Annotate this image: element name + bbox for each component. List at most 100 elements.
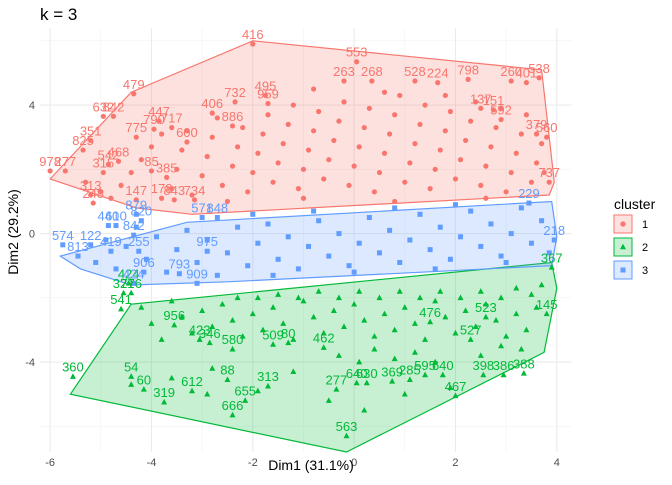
cluster-2-point — [401, 390, 408, 397]
cluster-1-point — [179, 147, 185, 153]
point-label: 424 — [118, 266, 140, 281]
cluster-2-point — [363, 379, 370, 386]
cluster-3-point — [224, 250, 230, 256]
cluster-3-point — [275, 256, 281, 262]
cluster-2-point — [285, 339, 292, 346]
point-label: 423 — [189, 323, 211, 338]
point-label: 229 — [518, 186, 540, 201]
cluster-1-point — [503, 189, 509, 195]
cluster-1-point — [498, 116, 504, 123]
point-label: 398 — [472, 358, 494, 373]
cluster-1-point — [159, 195, 165, 201]
cluster-3-point — [311, 208, 317, 214]
cluster-2-point — [482, 313, 489, 320]
point-label: 479 — [123, 77, 145, 92]
cluster-2-point — [411, 320, 418, 326]
cluster-1-point — [518, 131, 524, 137]
cluster-1-point — [191, 197, 198, 203]
cluster-2-hull — [69, 261, 558, 453]
x-tick-label: -6 — [45, 457, 55, 469]
cluster-2-point — [310, 313, 317, 320]
cluster-2-point — [523, 326, 530, 333]
point-label: 419 — [100, 234, 122, 249]
cluster-3-point — [214, 272, 220, 278]
y-tick-label: 0 — [29, 229, 35, 241]
point-label: 54 — [124, 360, 138, 375]
point-label: 734 — [184, 183, 206, 198]
cluster-1-point — [164, 174, 170, 180]
cluster-1-point — [381, 89, 388, 95]
cluster-2-point — [411, 349, 418, 355]
cluster-3-point — [316, 218, 322, 224]
point-label: 571 — [191, 201, 213, 216]
cluster-2-point — [391, 326, 398, 333]
cluster-1-point — [83, 179, 89, 185]
cluster-2-point — [209, 365, 216, 371]
cluster-2-point — [533, 304, 540, 310]
point-label: 268 — [361, 64, 383, 79]
point-label: 842 — [123, 218, 145, 233]
point-label: 277 — [326, 372, 348, 387]
cluster-2-point — [265, 382, 271, 389]
cluster-1-point — [250, 169, 256, 176]
cluster-2-point — [138, 304, 145, 310]
cluster-3-point — [194, 259, 200, 265]
cluster-2-point — [389, 378, 396, 384]
cluster-1-point — [498, 105, 504, 111]
cluster-1-point — [351, 163, 357, 169]
cluster-3-point — [351, 269, 357, 275]
point-label: 509 — [262, 327, 284, 342]
legend-label-1: 1 — [642, 219, 648, 231]
cluster-2-point — [417, 294, 423, 301]
cluster-2-point — [69, 373, 76, 379]
cluster-3-point — [336, 231, 342, 237]
cluster-2-point — [320, 344, 327, 350]
cluster-2-point — [161, 398, 168, 405]
cluster-2-point — [432, 297, 439, 304]
cluster-3-point — [131, 280, 137, 286]
cluster-2-point — [422, 336, 429, 342]
cluster-1-point — [371, 189, 377, 195]
cluster-3-point — [526, 200, 532, 206]
cluster-2-point — [295, 294, 302, 301]
point-label: 632 — [92, 99, 114, 114]
point-label: 319 — [153, 385, 175, 400]
point-label: 842 — [103, 99, 125, 114]
cluster-1-point — [204, 153, 210, 160]
cluster-1-point — [407, 160, 413, 166]
cluster-1-point — [541, 169, 547, 176]
cluster-2-point — [335, 352, 342, 358]
cluster-1-point — [513, 150, 519, 156]
cluster-1-point — [346, 182, 352, 188]
cluster-1-point — [98, 189, 104, 195]
cluster-2-point — [391, 355, 398, 362]
cluster-3-point — [452, 202, 458, 208]
cluster-3-point — [503, 259, 509, 265]
cluster-2-point — [120, 289, 127, 296]
cluster-2-point — [229, 411, 236, 418]
point-label: 468 — [108, 144, 130, 159]
point-label: 906 — [133, 255, 155, 270]
point-label: 285 — [399, 363, 421, 378]
point-label: 909 — [186, 266, 208, 281]
point-label: 959 — [257, 86, 279, 101]
cluster-2-point — [439, 371, 446, 378]
cluster-1-point — [232, 99, 238, 105]
cluster-2-point — [168, 374, 175, 381]
cluster-2-point — [376, 294, 383, 301]
cluster-3-point — [295, 266, 301, 272]
x-tick-label: 0 — [351, 457, 357, 469]
cluster-2-point — [371, 345, 378, 352]
cluster-1-point — [270, 179, 276, 185]
cluster-3-point — [270, 272, 276, 278]
point-label: 630 — [356, 366, 378, 381]
cluster-3-point — [285, 234, 291, 240]
point-label: 790 — [143, 112, 165, 127]
cluster-1-point — [523, 80, 530, 86]
point-label: 640 — [432, 358, 454, 373]
point-label: 401 — [516, 66, 538, 81]
cluster-3-point — [154, 234, 160, 240]
cluster-3-point — [508, 231, 514, 237]
cluster-hulls — [49, 40, 558, 453]
point-label: 178 — [151, 181, 173, 196]
